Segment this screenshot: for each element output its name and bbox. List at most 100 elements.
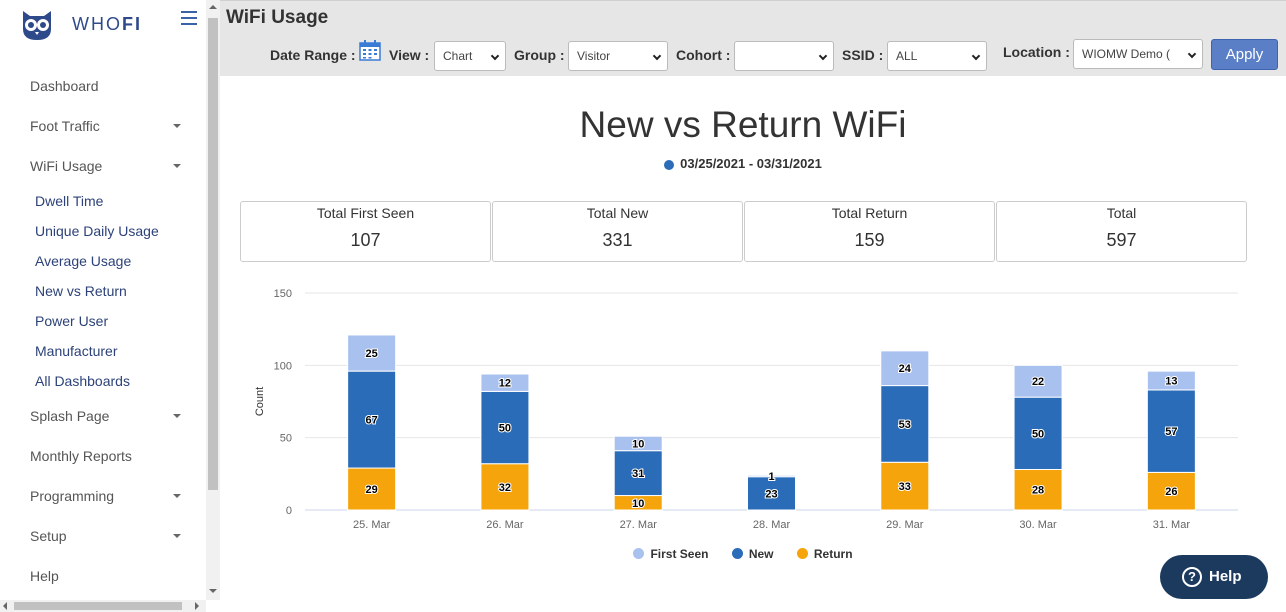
bar-new xyxy=(613,450,663,497)
question-icon: ? xyxy=(1182,567,1202,587)
data-label: 12 xyxy=(499,378,511,390)
ssid-select[interactable]: ALL xyxy=(887,41,987,71)
y-tick-label: 0 xyxy=(286,505,292,517)
data-label: 57 xyxy=(1165,426,1177,438)
sidebar-subitem-unique-daily-usage[interactable]: Unique Daily Usage xyxy=(35,223,159,239)
card-value: 159 xyxy=(854,230,885,250)
date-range-label: Date Range : xyxy=(270,47,356,63)
legend-dot-icon xyxy=(664,160,675,170)
summary-card-total: Total 597 xyxy=(996,201,1247,262)
scrollbar-thumb[interactable] xyxy=(208,18,218,490)
x-tick-label: 31. Mar xyxy=(1153,519,1191,531)
bar-return xyxy=(347,467,397,511)
sidebar-horizontal-scrollbar[interactable] xyxy=(0,600,206,612)
summary-card-first-seen: Total First Seen 107 xyxy=(240,201,491,262)
owl-logo-icon xyxy=(23,11,51,40)
chevron-down-icon xyxy=(173,124,181,128)
menu-toggle-icon[interactable] xyxy=(181,11,197,25)
data-label: 50 xyxy=(1032,428,1044,440)
apply-button[interactable]: Apply xyxy=(1211,39,1278,70)
chevron-down-icon xyxy=(1187,49,1197,59)
sidebar-item-programming[interactable]: Programming xyxy=(30,488,185,504)
x-tick-label: 29. Mar xyxy=(886,519,924,531)
sidebar-subitem-all-dashboards[interactable]: All Dashboards xyxy=(35,373,130,389)
view-select[interactable]: Chart xyxy=(434,41,506,71)
bar-new xyxy=(1146,389,1196,473)
sidebar-subitem-power-user[interactable]: Power User xyxy=(35,313,109,329)
scroll-up-icon[interactable] xyxy=(209,5,217,9)
data-label: 22 xyxy=(1032,376,1044,388)
sidebar-item-setup[interactable]: Setup xyxy=(30,528,185,544)
location-select[interactable]: WIOMW Demo ( xyxy=(1073,39,1203,69)
chevron-down-icon xyxy=(652,51,662,61)
sidebar-item-wifi-usage[interactable]: WiFi Usage xyxy=(30,158,185,174)
brand-name: WHOFI xyxy=(72,13,142,34)
bar-new xyxy=(480,390,530,465)
data-label: 32 xyxy=(499,482,511,494)
chevron-down-icon xyxy=(173,534,181,538)
legend-dot-icon xyxy=(796,548,808,559)
x-tick-label: 28. Mar xyxy=(753,519,791,531)
chart-title: New vs Return WiFi xyxy=(579,104,907,145)
data-label: 13 xyxy=(1165,376,1177,388)
legend-item-new[interactable]: New xyxy=(731,547,774,561)
chevron-down-icon xyxy=(818,51,828,61)
bar-return xyxy=(1146,471,1196,511)
cohort-select[interactable] xyxy=(734,41,834,71)
chart-subtitle: 03/25/2021 - 03/31/2021 xyxy=(220,156,1266,171)
chart-legend: First Seen New Return xyxy=(220,547,1266,561)
sidebar-item-splash-page[interactable]: Splash Page xyxy=(30,408,185,424)
bar-first-seen xyxy=(480,373,530,392)
sidebar-vertical-scrollbar[interactable] xyxy=(206,0,220,600)
data-label: 50 xyxy=(499,423,511,435)
chevron-down-icon xyxy=(173,494,181,498)
chevron-down-icon xyxy=(971,51,981,61)
summary-card-return: Total Return 159 xyxy=(744,201,995,262)
data-label: 10 xyxy=(632,498,644,510)
bar-first-seen xyxy=(347,334,397,372)
calendar-icon[interactable] xyxy=(359,39,381,61)
sidebar-subitem-new-vs-return[interactable]: New vs Return xyxy=(35,283,127,299)
bar-new xyxy=(347,370,397,469)
y-tick-label: 100 xyxy=(274,360,292,372)
y-tick-label: 150 xyxy=(274,288,292,300)
card-label: Total New xyxy=(586,205,649,221)
scroll-left-icon[interactable] xyxy=(3,602,7,610)
sidebar-subitem-dwell-time[interactable]: Dwell Time xyxy=(35,193,104,209)
legend-item-return[interactable]: Return xyxy=(796,547,853,561)
legend-item-first-seen[interactable]: First Seen xyxy=(633,547,708,561)
data-label: 33 xyxy=(899,481,911,493)
scrollbar-thumb[interactable] xyxy=(14,602,182,610)
card-label: Total Return xyxy=(831,205,908,221)
x-tick-label: 26. Mar xyxy=(486,519,524,531)
bar-return xyxy=(480,463,530,511)
group-select[interactable]: Visitor xyxy=(568,41,668,71)
x-tick-label: 30. Mar xyxy=(1019,519,1057,531)
sidebar-item-help[interactable]: Help xyxy=(30,568,59,584)
sidebar-item-dashboard[interactable]: Dashboard xyxy=(30,78,99,94)
card-value: 331 xyxy=(602,230,633,250)
cohort-label: Cohort : xyxy=(676,47,731,63)
help-button[interactable]: ? Help xyxy=(1160,555,1268,599)
sidebar-item-monthly-reports[interactable]: Monthly Reports xyxy=(30,448,132,464)
card-value: 597 xyxy=(1106,230,1137,250)
card-label: Total First Seen xyxy=(316,205,415,221)
sidebar-subitem-manufacturer[interactable]: Manufacturer xyxy=(35,343,118,359)
sidebar-subitem-average-usage[interactable]: Average Usage xyxy=(35,253,132,269)
data-label: 1 xyxy=(768,471,774,483)
sidebar-item-foot-traffic[interactable]: Foot Traffic xyxy=(30,118,185,134)
data-label: 26 xyxy=(1165,486,1177,498)
sidebar: WHOFI Dashboard Foot Traffic WiFi Usage … xyxy=(0,0,206,600)
scroll-right-icon[interactable] xyxy=(195,602,199,610)
scroll-down-icon[interactable] xyxy=(209,589,217,593)
bar-return xyxy=(880,461,930,511)
bar-first-seen xyxy=(1146,370,1196,391)
ssid-label: SSID : xyxy=(842,47,884,63)
y-tick-label: 50 xyxy=(280,433,292,445)
data-label: 28 xyxy=(1032,485,1044,497)
logo[interactable]: WHOFI xyxy=(20,6,142,42)
bar-new xyxy=(880,385,930,463)
view-label: View : xyxy=(389,47,430,63)
data-label: 23 xyxy=(765,488,777,500)
legend-dot-icon xyxy=(633,548,645,559)
